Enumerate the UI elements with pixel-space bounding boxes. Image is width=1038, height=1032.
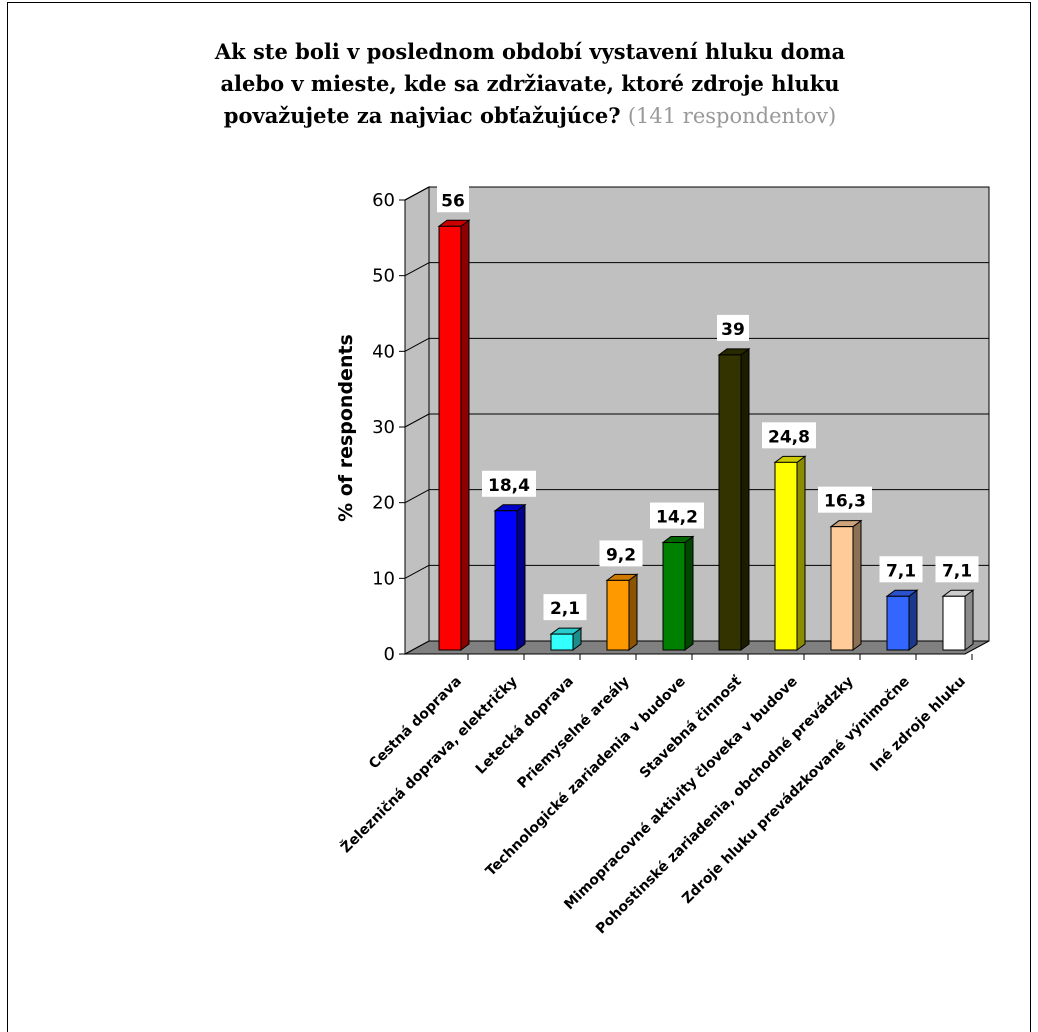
gridline-side	[404, 186, 430, 201]
category-label: Cestná doprava	[366, 674, 465, 773]
title-line-3-text: považujete za najviac obťažujúce?	[223, 103, 621, 128]
bar	[549, 627, 583, 651]
y-tick-label: 50	[372, 266, 395, 287]
y-tick-label: 40	[372, 341, 395, 362]
bar-front	[942, 595, 966, 651]
title-line-2: alebo v mieste, kde sa zdržiavate, ktoré…	[220, 71, 840, 96]
bar	[773, 455, 807, 651]
data-label-box	[818, 486, 872, 513]
data-label-box	[543, 594, 587, 621]
data-label: 14,2	[656, 508, 698, 528]
bar-front	[494, 510, 518, 651]
bar-front	[830, 526, 854, 651]
y-tick-label: 10	[372, 568, 395, 589]
y-tick-label: 0	[384, 644, 395, 665]
bar-front	[662, 542, 686, 651]
data-label: 18,4	[488, 476, 530, 496]
bar	[885, 589, 919, 651]
data-label-box	[879, 556, 923, 583]
bar	[717, 347, 751, 651]
data-label-box	[599, 540, 643, 567]
category-label: Technologické zariadenia v budove	[483, 674, 689, 880]
bar	[661, 535, 695, 651]
bar-side	[460, 219, 470, 651]
gridline-side	[404, 262, 430, 277]
category-label: Pohostinské zariadenia, obchodné prevádz…	[593, 674, 857, 938]
data-label: 9,2	[606, 545, 636, 565]
gridline-side	[404, 337, 430, 352]
data-label: 7,1	[886, 561, 916, 581]
bar	[493, 503, 527, 651]
y-tick-label: 60	[372, 190, 395, 211]
bars	[437, 219, 975, 651]
bar-side	[852, 519, 862, 651]
title-line-1: Ak ste boli v poslednom období vystavení…	[214, 39, 846, 64]
y-tick-label: 20	[372, 493, 395, 514]
data-label: 39	[721, 320, 745, 340]
data-label-box	[935, 556, 979, 583]
bar-front	[606, 579, 630, 651]
data-label: 16,3	[824, 492, 866, 512]
bar	[941, 589, 975, 651]
bar-side	[684, 535, 694, 651]
y-tick-label: 30	[372, 417, 395, 438]
data-label-box	[717, 314, 749, 341]
chart-subtitle: (141 respondentov)	[627, 104, 837, 128]
bar-front	[550, 633, 574, 651]
category-label: Letecká doprava	[473, 674, 577, 778]
category-label: Priemyselné areály	[514, 674, 632, 792]
bar-side	[964, 589, 974, 651]
bar-front	[774, 461, 798, 651]
bar	[437, 219, 471, 651]
gridline-side	[404, 489, 430, 504]
bar-front	[438, 225, 462, 651]
bar-front	[718, 354, 742, 651]
bar-front	[886, 595, 910, 651]
data-label-box	[482, 470, 536, 497]
gridline-side	[404, 564, 430, 579]
gridline-side	[404, 413, 430, 428]
bar-side	[796, 455, 806, 651]
category-label: Stavebná činnosť	[637, 673, 746, 782]
category-label: Iné zdroje hluku	[867, 674, 968, 775]
data-label: 24,8	[768, 427, 810, 447]
data-label-box	[437, 186, 469, 213]
bar-side	[628, 573, 638, 651]
data-label-box	[762, 422, 816, 449]
title-line-3: považujete za najviac obťažujúce? (141 r…	[60, 100, 1000, 132]
data-label: 56	[441, 191, 465, 211]
bar-side	[908, 589, 918, 651]
bar	[829, 519, 863, 651]
y-axis-label: % of respondents	[335, 334, 357, 522]
bar	[605, 573, 639, 651]
data-label-box	[650, 502, 704, 529]
bar-side	[740, 347, 750, 651]
data-label: 7,1	[942, 561, 972, 581]
data-label: 2,1	[550, 599, 580, 619]
chart-title: Ak ste boli v poslednom období vystavení…	[60, 36, 1000, 132]
bar-side	[516, 503, 526, 651]
